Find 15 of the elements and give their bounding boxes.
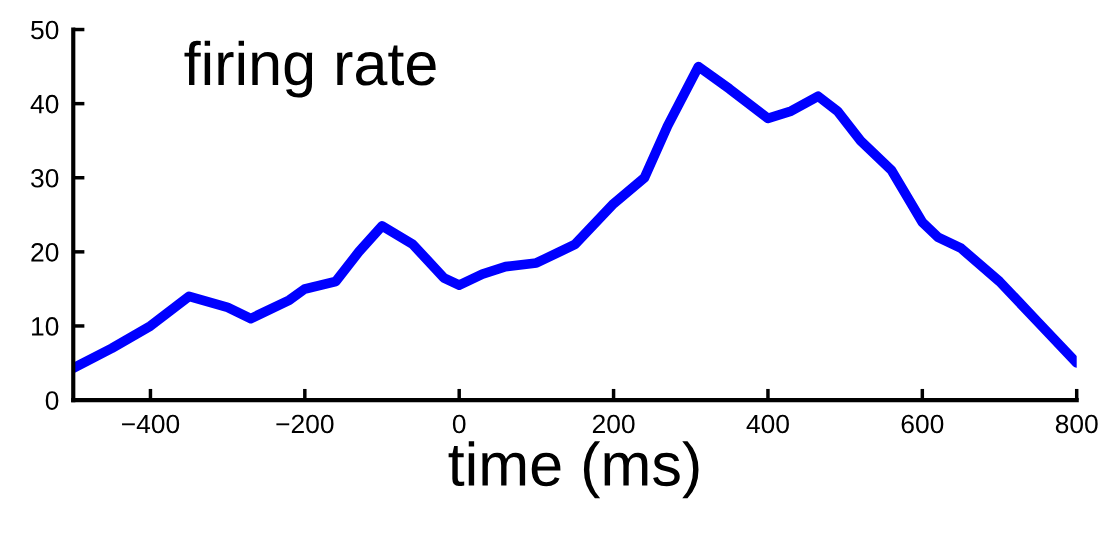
x-axis-title: time (ms): [448, 441, 699, 499]
x-tick-label: 800: [1055, 414, 1098, 434]
y-tick-label: 20: [31, 242, 59, 262]
y-tick-label: 30: [31, 168, 59, 188]
y-tick-label: 50: [31, 20, 59, 40]
y-tick-label: 10: [32, 317, 59, 336]
y-tick-label: 40: [30, 94, 59, 114]
x-tick-label: −200: [276, 414, 334, 434]
x-tick-label: −400: [122, 414, 180, 434]
x-tick-label: 400: [746, 414, 789, 434]
x-tick-label: 200: [592, 414, 635, 434]
y-tick-label: 0: [45, 391, 59, 410]
x-tick-label: 600: [901, 414, 944, 434]
x-tick-label: 0: [452, 414, 466, 434]
chart-title: firing rate: [184, 40, 436, 98]
